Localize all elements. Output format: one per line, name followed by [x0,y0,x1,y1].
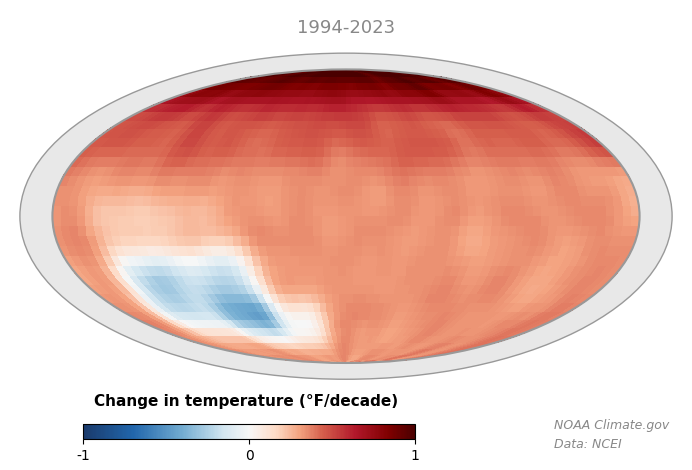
Text: 1994-2023: 1994-2023 [297,19,395,37]
Text: Data: NCEI: Data: NCEI [554,438,621,451]
Text: Change in temperature (°F/decade): Change in temperature (°F/decade) [93,394,398,409]
Text: NOAA Climate.gov: NOAA Climate.gov [554,419,669,432]
Ellipse shape [20,53,672,379]
